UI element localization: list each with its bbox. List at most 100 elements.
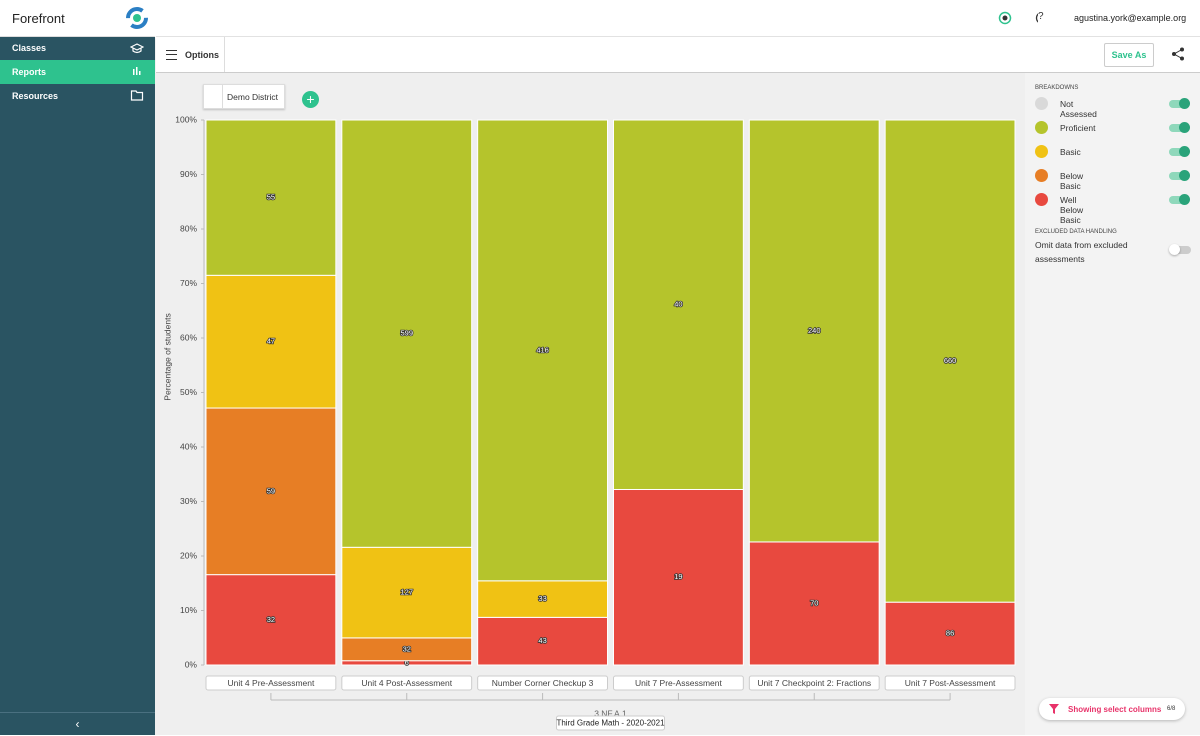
x-tick-label: Unit 4 Post-Assessment: [361, 678, 452, 688]
data-label: 59: [267, 486, 275, 495]
category-box: [884, 675, 1016, 691]
bar-segment: [477, 119, 608, 582]
data-label: 47: [267, 337, 275, 346]
chart: Percentage of students 0% 10% 20% 30% 40% 50%…: [162, 114, 1016, 731]
app-name: Forefront: [12, 11, 65, 26]
bar-segment: [613, 119, 744, 490]
excluded-title: EXCLUDED DATA HANDLING: [1035, 229, 1117, 235]
bar-segment: [884, 601, 1016, 666]
data-label: 6: [405, 658, 409, 667]
bar-segment: [884, 119, 1016, 603]
y-tick-label: 20%: [180, 550, 197, 560]
category-box: [341, 675, 473, 691]
x-tick-label: Unit 4 Pre-Assessment: [227, 678, 315, 688]
data-label: 43: [538, 636, 546, 645]
data-label: 33: [538, 594, 546, 603]
group-label: 3.NF.A.1: [594, 708, 627, 718]
bar-segment: [341, 546, 473, 639]
options-label[interactable]: Options: [185, 50, 219, 60]
showing-label: Showing select columns: [1068, 705, 1162, 714]
excluded-text: Omit data from excluded assessments: [1035, 240, 1128, 264]
y-axis-label: Percentage of students: [162, 313, 172, 400]
user-email[interactable]: agustina.york@example.org: [1074, 13, 1187, 23]
legend-label[interactable]: Proficient: [1060, 123, 1096, 133]
data-label: 86: [946, 629, 954, 638]
data-label: 32: [403, 644, 411, 653]
y-tick-label: 10%: [180, 605, 197, 615]
category-box: [613, 675, 744, 691]
x-tick-label: Number Corner Checkup 3: [492, 678, 594, 688]
chip-divider: [222, 85, 223, 108]
help[interactable]: ?: [1038, 11, 1044, 22]
y-tick-label: 80%: [180, 223, 197, 233]
y-tick-label: 70%: [180, 278, 197, 288]
data-label: 55: [267, 193, 275, 202]
bar-segment: [205, 274, 337, 409]
legend-swatch: [1035, 145, 1048, 158]
menu-icon[interactable]: [166, 50, 177, 60]
bar-segment: [205, 119, 337, 276]
data-label: 70: [810, 598, 818, 607]
bar-segment: [748, 119, 880, 543]
showing-columns-button[interactable]: Showing select columns 6/8: [1039, 698, 1185, 720]
x-tick-label: Unit 7 Checkpoint 2: Fractions: [757, 678, 871, 688]
brand: Forefront: [0, 0, 155, 37]
nav-item[interactable]: Classes: [12, 43, 47, 53]
add-button[interactable]: +: [302, 91, 319, 108]
legend-toggle-knob: [1179, 146, 1190, 157]
legend-swatch: [1035, 169, 1048, 182]
legend-swatch: [1035, 121, 1048, 134]
category-box: [748, 675, 880, 691]
legend-label[interactable]: Well Below Basic: [1060, 195, 1084, 225]
bar-segment: [205, 574, 337, 666]
divider: [224, 37, 225, 72]
data-label: 32: [267, 615, 275, 624]
options-bar: Options Save As: [156, 37, 1200, 73]
district-chip[interactable]: Demo District: [203, 84, 285, 109]
chart-area: Demo District + Percentage of students 0…: [155, 73, 1025, 735]
bar-segment: [613, 488, 744, 666]
data-label: 40: [674, 300, 682, 309]
data-label: 599: [400, 329, 413, 338]
y-tick-label: 100%: [175, 114, 197, 124]
legend-toggle-knob: [1179, 170, 1190, 181]
data-label: 127: [400, 588, 413, 597]
data-label: 416: [536, 345, 549, 354]
legend-toggle-knob: [1179, 194, 1190, 205]
category-box: [205, 675, 337, 691]
x-tick-label: Unit 7 Post-Assessment: [905, 678, 996, 688]
nav-item[interactable]: Resources: [12, 91, 59, 101]
collapse-button[interactable]: ‹: [0, 712, 155, 736]
nav-icons: [130, 43, 144, 101]
y-tick-label: 90%: [180, 169, 197, 179]
bar-segment: [477, 580, 608, 618]
top-bar: ? agustina.york@example.org: [156, 0, 1200, 37]
legend-label[interactable]: Basic: [1060, 147, 1081, 157]
sidebar: Classes Reports Resources ‹: [0, 0, 155, 735]
x-tick-label: Unit 7 Pre-Assessment: [635, 678, 723, 688]
share-icon[interactable]: [1171, 47, 1185, 61]
data-label: 660: [944, 356, 957, 365]
legend-swatch: [1035, 97, 1048, 110]
bar-segment: [205, 407, 337, 576]
excluded-toggle[interactable]: [1171, 246, 1191, 254]
breakdowns-title: BREAKDOWNS: [1035, 85, 1079, 91]
y-tick-label: 60%: [180, 332, 197, 342]
legend-toggle-knob: [1179, 98, 1190, 109]
y-tick-label: 50%: [180, 387, 197, 397]
y-tick-label: 40%: [180, 441, 197, 451]
legend-label[interactable]: Below Basic: [1060, 171, 1084, 191]
category-box: [477, 675, 608, 691]
save-as-button[interactable]: Save As: [1104, 43, 1154, 67]
header-icons[interactable]: [998, 11, 1038, 25]
group-sublabel: Third Grade Math - 2020-2021: [556, 719, 665, 728]
nav-item[interactable]: Reports: [0, 60, 155, 84]
showing-count: 6/8: [1167, 706, 1176, 712]
excluded-toggle-knob: [1169, 244, 1180, 255]
bar-segment: [341, 119, 473, 548]
filter-icon: [1049, 704, 1059, 714]
district-label: Demo District: [227, 92, 279, 102]
legend-label[interactable]: Not Assessed: [1060, 99, 1097, 119]
legend-swatch: [1035, 193, 1048, 206]
